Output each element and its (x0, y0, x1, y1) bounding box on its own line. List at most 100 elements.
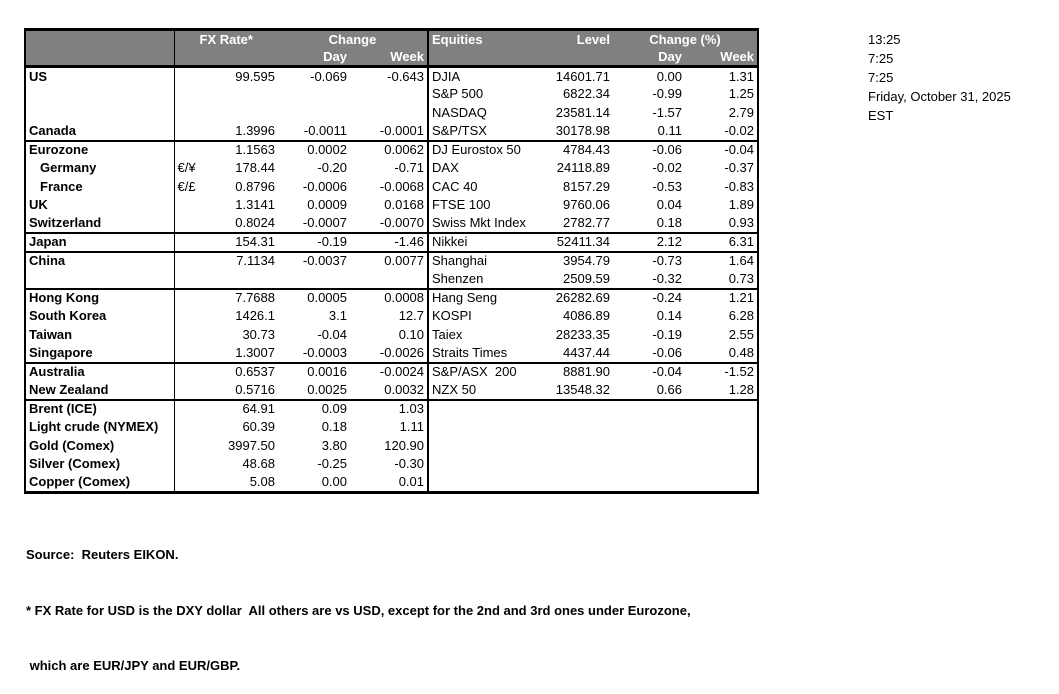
equity-day-change-cell: -0.32 (652, 270, 683, 286)
fx-equities-table: FX Rate* Change Equities Level Change (%… (24, 28, 760, 494)
fx-week-change-cell: 0.10 (350, 325, 430, 344)
equity-name-cell: S&P/TSX (432, 122, 487, 138)
table-row: Canada 1.3996 -0.0011 -0.0001 S&P/TSX 30178.9… (25, 122, 758, 141)
fx-day-change-cell: 0.0009 (307, 197, 347, 213)
country-cell: Germany (25, 159, 175, 178)
fx-week-change-cell: 0.0077 (350, 250, 430, 270)
equity-day-change-cell: -0.24 (613, 287, 686, 307)
country-cell: Japan (25, 232, 175, 252)
fx-day-change-cell: 0.00 (321, 474, 347, 490)
table-row: Switzerland 0.8024 -0.0007 -0.0070 Swiss Mkt… (25, 214, 758, 233)
equity-day-change-cell: -0.06 (652, 344, 683, 360)
equity-level-cell: 23581.14 (555, 104, 611, 120)
fx-day-change-cell: -0.0007 (302, 215, 347, 231)
source-note: Source: Reuters EIKON. (26, 547, 179, 562)
fx-rate-cell: 178.44 (235, 160, 275, 176)
equity-week-change-cell (685, 418, 758, 437)
country-cell: Canada (25, 122, 175, 141)
table-row: Australia 0.6537 0.0016 -0.0024 S&P/ASX 200 8… (25, 361, 759, 381)
equity-level-cell: 26282.69 (546, 287, 614, 307)
equity-day-change-cell: 0.14 (656, 308, 683, 324)
fx-rate-cell (202, 85, 278, 104)
equity-level-cell (546, 474, 613, 493)
table-row: Light crude (NYMEX) 60.39 0.18 1.11 (25, 418, 758, 437)
timestamp-line: 7:25 (868, 70, 894, 85)
equity-level-cell: 14601.71 (555, 68, 611, 84)
table-row: Eurozone 1.1563 0.0002 0.0062 DJ Eurostox 50… (25, 139, 759, 159)
country-cell: Switzerland (25, 214, 175, 233)
fx-week-change-cell: -0.30 (350, 455, 430, 474)
fx-week-header: Week (350, 48, 430, 68)
fx-week-change-cell: 0.01 (350, 473, 430, 492)
fx-day-change-cell: 0.0002 (278, 139, 350, 159)
fx-rate-cell: 0.5716 (235, 381, 275, 397)
market-data-table-wrap: FX Rate* Change Equities Level Change (%… (24, 28, 760, 494)
equity-week-change-cell: 0.93 (728, 215, 755, 231)
currency-pair-cell (174, 139, 202, 159)
fx-day-change-cell: -0.20 (317, 160, 347, 176)
equity-name-cell: DJ Eurostox 50 (428, 139, 547, 159)
timestamp-line: 13:25 (868, 32, 901, 47)
currency-pair-cell: €/¥ (177, 160, 196, 176)
country-cell: New Zealand (25, 381, 175, 400)
fx-week-change-cell: -1.46 (350, 232, 430, 252)
equity-name-cell: FTSE 100 (432, 197, 491, 213)
equity-day-change-cell: -1.57 (652, 104, 683, 120)
fx-day-change-cell: 0.09 (278, 398, 350, 418)
header-row-1: FX Rate* Change Equities Level Change (%… (25, 29, 759, 48)
country-cell: Silver (Comex) (25, 455, 175, 474)
equity-week-change-cell: 1.89 (728, 197, 755, 213)
country-cell: US (25, 66, 175, 85)
fx-rate-cell (202, 104, 278, 123)
equity-name-cell: Shenzen (432, 270, 484, 286)
equity-week-change-cell: 1.25 (728, 86, 755, 102)
fx-day-change-cell: -0.0011 (303, 122, 347, 138)
table-row: Singapore 1.3007 -0.0003 -0.0026 Straits Tim… (25, 344, 758, 363)
country-cell (25, 103, 175, 122)
equity-name-cell: DAX (432, 160, 459, 176)
equity-day-change-cell: -0.53 (652, 178, 683, 194)
fx-footnote-line2: which are EUR/JPY and EUR/GBP. (26, 658, 241, 673)
equity-week-change-cell: -0.04 (685, 139, 759, 159)
equity-day-change-cell (613, 398, 686, 418)
fx-rate-cell: 1.3996 (235, 122, 275, 138)
table-row: Brent (ICE) 64.91 0.09 1.03 (25, 398, 759, 418)
equity-week-change-cell (685, 437, 758, 456)
fx-day-change-cell (278, 85, 350, 104)
fx-rate-cell: 60.39 (242, 419, 275, 435)
country-cell (25, 85, 175, 104)
equity-name-cell: CAC 40 (432, 178, 478, 194)
currency-pair-cell (174, 67, 202, 86)
fx-rate-cell: 1.1563 (202, 139, 278, 159)
equity-day-change-cell (613, 418, 685, 437)
country-cell: UK (25, 196, 175, 215)
fx-day-change-cell: 0.18 (321, 419, 347, 435)
timestamp-line: EST (868, 108, 894, 123)
equity-day-change-cell: 0.00 (656, 68, 683, 84)
currency-pair-cell (174, 270, 202, 289)
country-cell: France (25, 177, 175, 196)
equities-header: Equities (428, 29, 547, 48)
currency-pair-cell (174, 418, 202, 437)
equity-day-change-cell (613, 474, 685, 493)
currency-pair-cell (174, 85, 202, 104)
table-row: New Zealand 0.5716 0.0025 0.0032 NZX 50 13548… (25, 381, 758, 400)
equity-level-cell: 2782.77 (563, 215, 611, 231)
table-row: Copper (Comex) 5.08 0.00 0.01 (25, 473, 758, 493)
country-cell (25, 270, 175, 289)
fx-week-change-cell (350, 85, 430, 104)
equity-level-cell: 2509.59 (563, 270, 611, 286)
equity-name-cell (428, 418, 546, 437)
empty-header-cell (428, 48, 547, 68)
fx-rate-cell: 154.31 (202, 232, 278, 252)
equity-level-cell: 3954.79 (546, 250, 614, 270)
timestamp-line: Friday, October 31, 2025 (868, 89, 1011, 104)
fx-rate-cell: 0.8796 (235, 178, 275, 194)
equity-level-cell: 28233.35 (555, 326, 611, 342)
market-table-body: US 99.595 -0.069 -0.643 DJIA 14601.71 0.00 1.31… (25, 66, 759, 493)
equity-name-cell: S&P/ASX 200 (428, 361, 547, 381)
empty-header-cell (174, 48, 202, 68)
equity-day-change-cell: -0.19 (652, 326, 683, 342)
fx-week-change-cell: 0.0032 (350, 381, 430, 400)
equity-name-cell: NASDAQ (432, 104, 487, 120)
